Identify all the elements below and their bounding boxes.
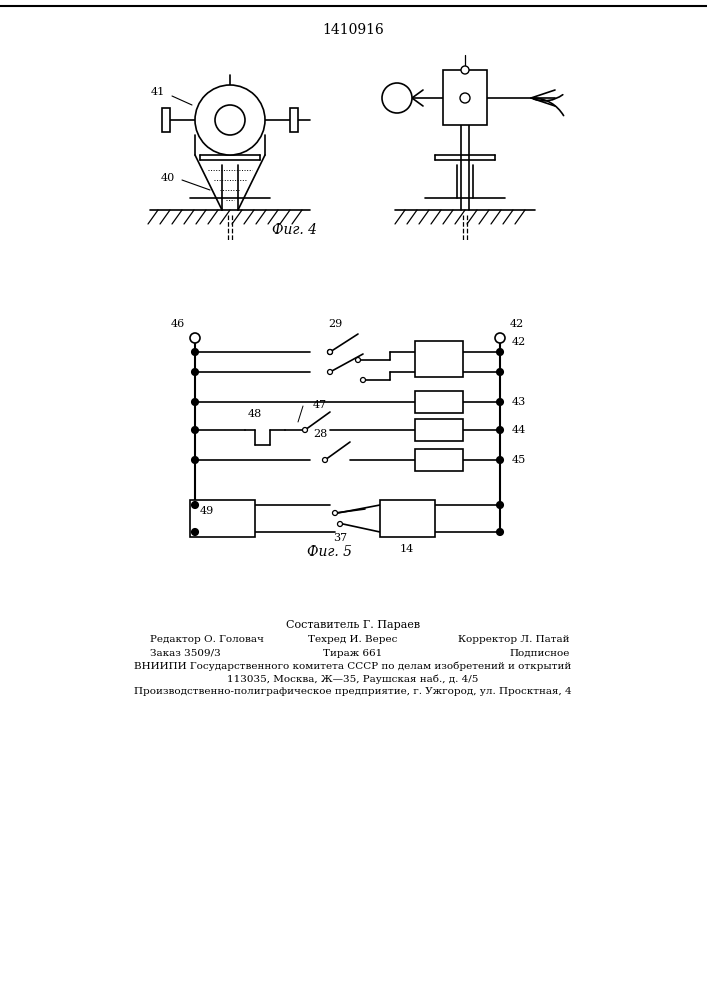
Text: 42: 42 [512, 337, 526, 347]
Circle shape [495, 333, 505, 343]
Text: 40: 40 [160, 173, 175, 183]
Circle shape [496, 456, 503, 464]
Circle shape [190, 333, 200, 343]
Text: 29: 29 [328, 319, 342, 329]
Circle shape [496, 368, 503, 375]
Circle shape [337, 522, 342, 526]
Bar [415, 391, 463, 413]
Circle shape [327, 369, 332, 374]
Bar [290, 108, 298, 132]
Circle shape [192, 426, 199, 434]
Text: Фиг. 5: Фиг. 5 [308, 545, 353, 559]
Text: Техред И. Верес: Техред И. Верес [308, 636, 397, 645]
Circle shape [332, 510, 337, 516]
Circle shape [192, 398, 199, 406]
Circle shape [303, 428, 308, 432]
Text: 14: 14 [400, 544, 414, 554]
Circle shape [327, 350, 332, 355]
Circle shape [322, 458, 327, 462]
Circle shape [461, 66, 469, 74]
Text: 1410916: 1410916 [322, 23, 384, 37]
Circle shape [192, 368, 199, 375]
Text: Тираж 661: Тираж 661 [323, 648, 382, 658]
Bar [380, 500, 435, 537]
Circle shape [496, 349, 503, 356]
Circle shape [496, 528, 503, 536]
Text: 45: 45 [512, 455, 526, 465]
Circle shape [496, 398, 503, 406]
Text: Редактор О. Головач: Редактор О. Головач [150, 636, 264, 645]
Circle shape [496, 426, 503, 434]
Circle shape [356, 358, 361, 362]
Circle shape [382, 83, 412, 113]
Circle shape [192, 528, 199, 536]
Text: 42: 42 [510, 319, 525, 329]
Circle shape [361, 377, 366, 382]
Text: ВНИИПИ Государственного комитета СССР по делам изобретений и открытий: ВНИИПИ Государственного комитета СССР по… [134, 661, 572, 671]
Text: 37: 37 [333, 533, 347, 543]
Text: Фиг. 4: Фиг. 4 [272, 223, 317, 237]
Text: 43: 43 [512, 397, 526, 407]
Circle shape [460, 93, 470, 103]
Circle shape [195, 85, 265, 155]
Text: Подписное: Подписное [510, 648, 570, 658]
Circle shape [215, 105, 245, 135]
Text: Корректор Л. Патай: Корректор Л. Патай [459, 636, 570, 645]
Text: Составитель Г. Параев: Составитель Г. Параев [286, 620, 420, 630]
Bar [415, 449, 463, 471]
Circle shape [327, 350, 332, 355]
Text: 113035, Москва, Ж—35, Раушская наб., д. 4/5: 113035, Москва, Ж—35, Раушская наб., д. … [228, 674, 479, 684]
Bar [415, 341, 463, 377]
Bar [443, 70, 487, 125]
Text: 44: 44 [512, 425, 526, 435]
Text: Заказ 3509/3: Заказ 3509/3 [150, 648, 221, 658]
Text: Производственно-полиграфическое предприятие, г. Ужгород, ул. Просктная, 4: Производственно-полиграфическое предприя… [134, 688, 572, 696]
Text: 47: 47 [313, 400, 327, 410]
Circle shape [496, 502, 503, 508]
Circle shape [192, 349, 199, 356]
Circle shape [192, 502, 199, 508]
Text: 48: 48 [248, 409, 262, 419]
Bar [162, 108, 170, 132]
Bar [415, 419, 463, 441]
Text: 49: 49 [200, 506, 214, 516]
Bar [190, 500, 255, 537]
Text: 41: 41 [151, 87, 165, 97]
Circle shape [192, 456, 199, 464]
Text: 28: 28 [313, 429, 327, 439]
Text: 46: 46 [171, 319, 185, 329]
